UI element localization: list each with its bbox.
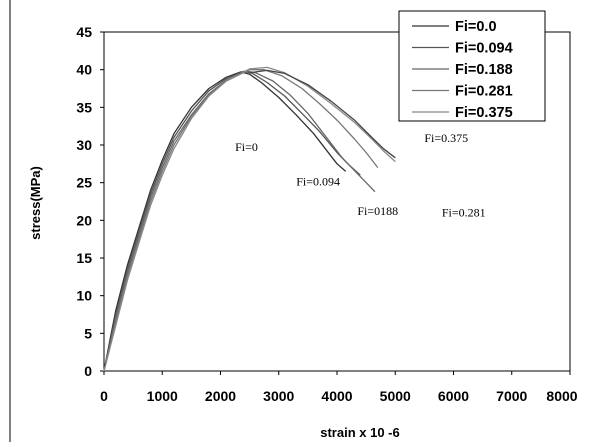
x-tick-label: 0 (100, 388, 108, 404)
annotation-label: Fi=0188 (357, 204, 398, 218)
series-line-3 (103, 69, 379, 372)
x-tick-label: 8000 (546, 388, 577, 404)
y-tick-label: 15 (76, 250, 92, 266)
y-tick-label: 20 (76, 212, 92, 228)
y-tick-label: 5 (84, 325, 92, 341)
x-tick-label: 2000 (205, 388, 236, 404)
y-axis-title: stress(MPa) (28, 166, 43, 240)
annotation-label: Fi=0.375 (424, 131, 468, 145)
y-tick-label: 40 (76, 62, 92, 78)
legend-label: Fi=0.094 (455, 41, 513, 57)
legend: Fi=0.0 Fi=0.094 Fi=0.188 Fi=0.281 Fi=0.375 (398, 10, 546, 122)
x-tick-label: 5000 (380, 388, 411, 404)
x-axis: 0 1000 2000 3000 4000 5000 6000 7000 8000 (100, 371, 578, 404)
y-tick-label: 10 (76, 288, 92, 304)
series-line-4 (103, 66, 396, 372)
annotation-label: Fi=0 (235, 140, 258, 154)
annotation-label: Fi=0.281 (442, 206, 486, 220)
x-tick-label: 1000 (147, 388, 178, 404)
annotations: Fi=0 Fi=0.094 Fi=0188 Fi=0.281 Fi=0.375 (235, 131, 486, 220)
x-tick-label: 7000 (496, 388, 527, 404)
x-tick-label: 6000 (438, 388, 469, 404)
series-line-1 (103, 70, 361, 372)
y-tick-label: 45 (76, 24, 92, 40)
series-line-0 (103, 71, 347, 372)
x-tick-label: 3000 (263, 388, 294, 404)
legend-label: Fi=0.281 (455, 84, 513, 100)
legend-box (398, 10, 546, 122)
series-group (103, 66, 396, 372)
y-tick-label: 0 (84, 363, 92, 379)
x-tick-label: 4000 (321, 388, 352, 404)
annotation-label: Fi=0.094 (296, 175, 340, 189)
y-tick-label: 35 (76, 99, 92, 115)
y-tick-label: 30 (76, 137, 92, 153)
series-line-5 (249, 69, 396, 159)
y-axis: 0 5 10 15 20 25 30 35 40 45 (76, 24, 104, 379)
x-axis-title: strain x 10 -6 (320, 425, 400, 440)
y-tick-label: 25 (76, 175, 92, 191)
legend-label: Fi=0.0 (455, 19, 497, 35)
series-line-2 (103, 70, 376, 372)
legend-label: Fi=0.375 (455, 105, 513, 121)
legend-label: Fi=0.188 (455, 62, 513, 78)
